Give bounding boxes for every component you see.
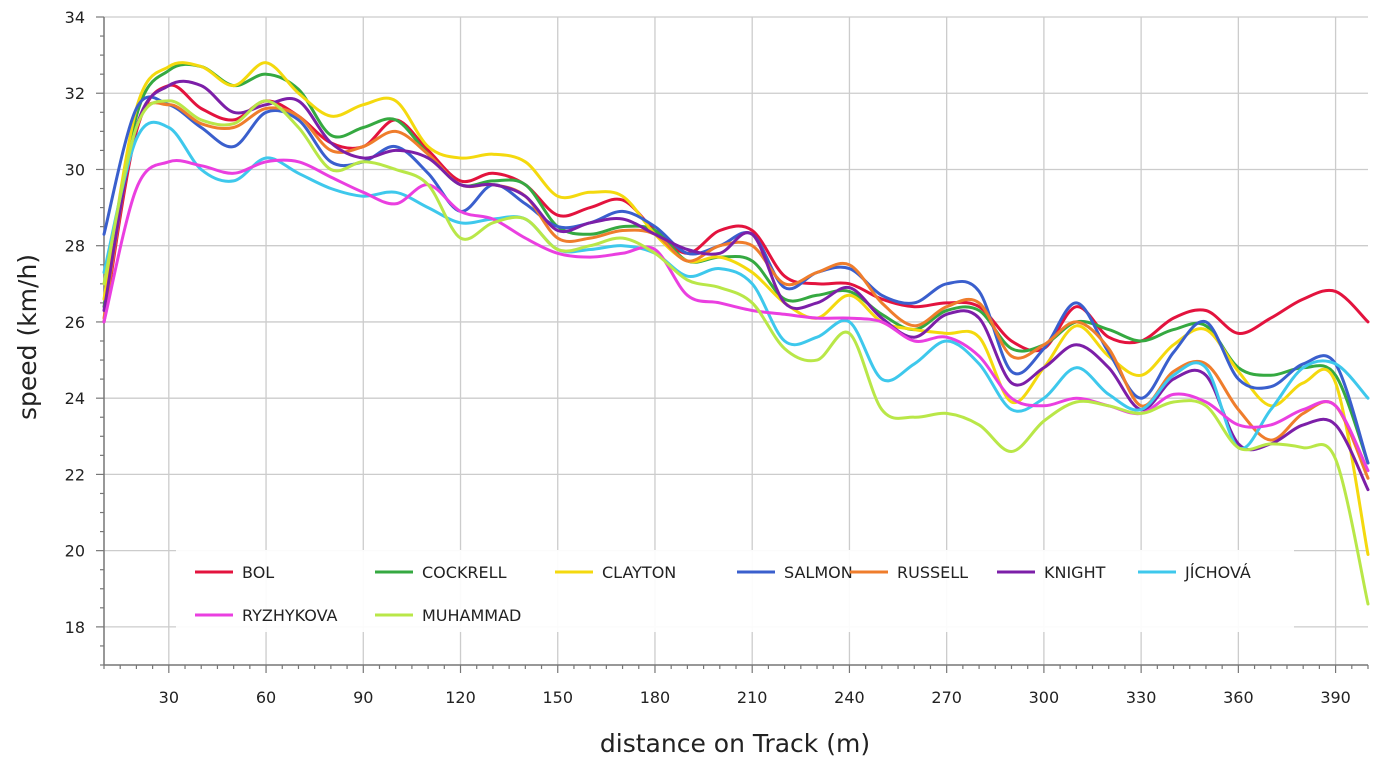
axes: 30 60 90 120 150 180 210 240 270 300 330 360 390 18 20… [65,8,1369,707]
y-tick-label: 32 [65,84,85,103]
x-tick-label: 90 [353,688,373,707]
legend-label-cockrell: COCKRELL [422,563,507,582]
x-tick-label: 30 [159,688,179,707]
x-tick-label: 240 [834,688,865,707]
x-tick-label: 210 [737,688,768,707]
series-line-russell [102,101,1370,480]
x-tick-label: 330 [1126,688,1157,707]
legend-label-knight: KNIGHT [1044,563,1106,582]
x-tick-label: 180 [640,688,671,707]
y-axis-title: speed (km/h) [13,254,42,420]
series-line-clayton [102,61,1370,556]
y-tick-label: 28 [65,237,85,256]
legend-label-russell: RUSSELL [897,563,968,582]
series-line-ryzhykova [102,158,1370,473]
series-line-jichova [102,120,1370,451]
series-line-cockrell [102,62,1370,465]
legend-label-ryzhykova: RYZHYKOVA [242,606,337,625]
x-tick-label: 120 [445,688,476,707]
x-tick-label: 300 [1029,688,1060,707]
series-line-bol [102,83,1370,353]
legend-label-muhammad: MUHAMMAD [422,606,521,625]
x-tick-label: 270 [931,688,962,707]
legend-box [176,550,1294,632]
x-tick-label: 390 [1320,688,1351,707]
legend-label-clayton: CLAYTON [602,563,676,582]
series-line-knight [102,79,1370,492]
series-line-salmon [102,95,1370,465]
series-line-muhammad [102,99,1370,606]
x-tick-label: 360 [1223,688,1254,707]
legend: BOL COCKRELL CLAYTON SALMON RUSSELL KNIGHT JÍC… [176,550,1294,632]
y-tick-label: 20 [65,542,85,561]
x-axis-title: distance on Track (m) [600,729,870,758]
y-tick-label: 34 [65,8,85,27]
x-tick-label: 150 [542,688,573,707]
y-tick-label: 26 [65,313,85,332]
x-tick-label: 60 [256,688,276,707]
y-tick-label: 30 [65,160,85,179]
legend-label-bol: BOL [242,563,274,582]
legend-label-salmon: SALMON [784,563,853,582]
y-tick-label: 22 [65,465,85,484]
y-tick-label: 18 [65,618,85,637]
y-tick-label: 24 [65,389,85,408]
series-lines [102,61,1370,606]
legend-label-jichova: JÍCHOVÁ [1184,563,1251,582]
